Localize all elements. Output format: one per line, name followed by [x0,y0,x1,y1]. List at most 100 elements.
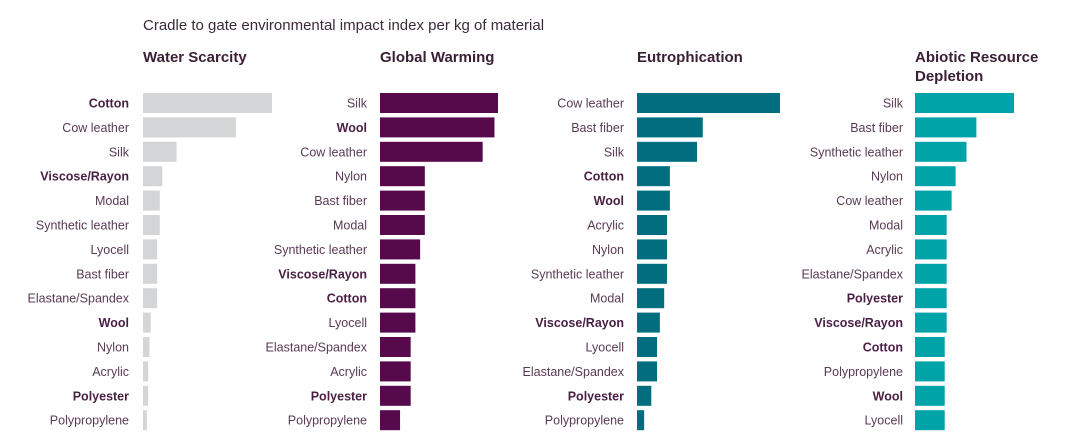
category-label-eutrophication-acrylic: Acrylic [587,219,624,233]
category-label-eutrophication-polyester: Polyester [568,389,624,403]
bar-abiotic-resource-depletion-cotton [915,337,945,357]
category-label-global-warming-viscose-rayon: Viscose/Rayon [278,267,367,281]
category-label-water-scarcity-cow-leather: Cow leather [62,121,129,135]
bar-water-scarcity-modal [143,190,160,211]
category-label-abiotic-resource-depletion-viscose-rayon: Viscose/Rayon [814,316,903,330]
category-label-water-scarcity-modal: Modal [95,194,129,208]
category-label-global-warming-lyocell: Lyocell [329,316,367,330]
category-label-abiotic-resource-depletion-wool: Wool [873,389,903,403]
bar-eutrophication-cotton [637,166,670,187]
category-label-eutrophication-elastane-spandex: Elastane/Spandex [523,365,625,379]
bar-eutrophication-polypropylene [637,410,645,431]
category-label-water-scarcity-cotton: Cotton [89,97,129,111]
chart-main-title: Cradle to gate environmental impact inde… [143,17,545,34]
category-label-eutrophication-cow-leather: Cow leather [557,97,624,111]
category-label-abiotic-resource-depletion-modal: Modal [869,219,903,233]
category-label-eutrophication-viscose-rayon: Viscose/Rayon [535,316,624,330]
bar-global-warming-bast-fiber [380,190,425,211]
category-label-abiotic-resource-depletion-cotton: Cotton [863,341,903,355]
bar-eutrophication-bast-fiber [637,117,703,138]
bar-eutrophication-polyester [637,385,652,406]
category-label-water-scarcity-wool: Wool [99,316,129,330]
bar-water-scarcity-synthetic-leather [143,215,160,235]
panel-title-water-scarcity: Water Scarcity [143,49,247,66]
bar-eutrophication-lyocell [637,337,658,357]
category-label-abiotic-resource-depletion-nylon: Nylon [871,170,903,184]
bar-global-warming-silk [380,93,498,113]
category-label-abiotic-resource-depletion-acrylic: Acrylic [866,243,903,257]
bar-eutrophication-silk [637,141,698,162]
category-label-global-warming-bast-fiber: Bast fiber [314,194,367,208]
bar-eutrophication-acrylic [637,215,668,235]
bar-abiotic-resource-depletion-silk [915,93,1014,113]
category-label-water-scarcity-synthetic-leather: Synthetic leather [36,219,129,233]
category-label-water-scarcity-lyocell: Lyocell [91,243,129,257]
bar-abiotic-resource-depletion-modal [915,215,947,235]
bar-eutrophication-wool [637,190,670,211]
category-label-water-scarcity-acrylic: Acrylic [92,365,129,379]
category-label-eutrophication-nylon: Nylon [592,243,624,257]
category-label-eutrophication-cotton: Cotton [584,170,624,184]
bar-global-warming-cotton [380,288,416,309]
bar-water-scarcity-bast-fiber [143,263,158,284]
category-label-water-scarcity-silk: Silk [109,145,130,159]
category-label-global-warming-polypropylene: Polypropylene [288,414,367,428]
bar-water-scarcity-wool [143,312,151,333]
category-label-global-warming-cotton: Cotton [327,292,367,306]
category-label-water-scarcity-viscose-rayon: Viscose/Rayon [40,170,129,184]
bar-water-scarcity-lyocell [143,239,158,260]
category-label-abiotic-resource-depletion-polypropylene: Polypropylene [824,365,903,379]
bar-global-warming-viscose-rayon [380,263,416,284]
panel-water-scarcity: Cotton Cow leather Silk Viscose/Rayon Modal S… [28,93,272,431]
category-label-global-warming-cow-leather: Cow leather [300,145,367,159]
bar-abiotic-resource-depletion-lyocell [915,410,945,431]
category-label-water-scarcity-polyester: Polyester [73,389,129,403]
bar-eutrophication-synthetic-leather [637,263,668,284]
category-label-eutrophication-lyocell: Lyocell [586,341,624,355]
bar-water-scarcity-cow-leather [143,117,236,138]
category-label-global-warming-silk: Silk [347,97,368,111]
bar-eutrophication-elastane-spandex [637,361,658,382]
bar-eutrophication-viscose-rayon [637,312,660,333]
bar-global-warming-lyocell [380,312,416,333]
category-label-eutrophication-synthetic-leather: Synthetic leather [531,267,624,281]
category-label-abiotic-resource-depletion-bast-fiber: Bast fiber [850,121,903,135]
panel-eutrophication: Cow leather Bast fiber Silk Cotton Wool Acryl… [523,93,780,431]
category-label-global-warming-synthetic-leather: Synthetic leather [274,243,367,257]
bar-water-scarcity-viscose-rayon [143,166,163,187]
bar-water-scarcity-nylon [143,337,150,357]
category-label-abiotic-resource-depletion-cow-leather: Cow leather [836,194,903,208]
bar-global-warming-acrylic [380,361,411,382]
panel-title-eutrophication: Eutrophication [637,49,743,66]
category-label-eutrophication-modal: Modal [590,292,624,306]
category-label-water-scarcity-elastane-spandex: Elastane/Spandex [28,292,130,306]
bar-eutrophication-nylon [637,239,668,260]
bar-abiotic-resource-depletion-polypropylene [915,361,945,382]
category-label-global-warming-acrylic: Acrylic [330,365,367,379]
bar-water-scarcity-acrylic [143,361,149,382]
category-label-global-warming-modal: Modal [333,219,367,233]
panel-title-abiotic-resource-depletion: Abiotic Resource Depletion [915,49,1039,85]
bar-water-scarcity-cotton [143,93,272,113]
bar-abiotic-resource-depletion-wool [915,385,945,406]
panel-global-warming: Silk Wool Cow leather Nylon Bast fiber Modal S… [266,93,498,431]
category-label-eutrophication-wool: Wool [594,194,624,208]
bar-global-warming-cow-leather [380,141,483,162]
bar-abiotic-resource-depletion-cow-leather [915,190,952,211]
bar-water-scarcity-polyester [143,385,149,406]
panel-title-global-warming: Global Warming [380,49,495,66]
category-label-global-warming-wool: Wool [337,121,367,135]
bar-water-scarcity-silk [143,141,177,162]
bar-global-warming-modal [380,215,425,235]
bar-abiotic-resource-depletion-viscose-rayon [915,312,947,333]
bar-water-scarcity-elastane-spandex [143,288,158,309]
bar-global-warming-elastane-spandex [380,337,411,357]
category-label-abiotic-resource-depletion-silk: Silk [883,97,904,111]
bar-global-warming-synthetic-leather [380,239,421,260]
bar-global-warming-polyester [380,385,411,406]
bar-global-warming-wool [380,117,495,138]
bar-abiotic-resource-depletion-bast-fiber [915,117,977,138]
category-label-water-scarcity-bast-fiber: Bast fiber [76,267,129,281]
bar-abiotic-resource-depletion-synthetic-leather [915,141,967,162]
